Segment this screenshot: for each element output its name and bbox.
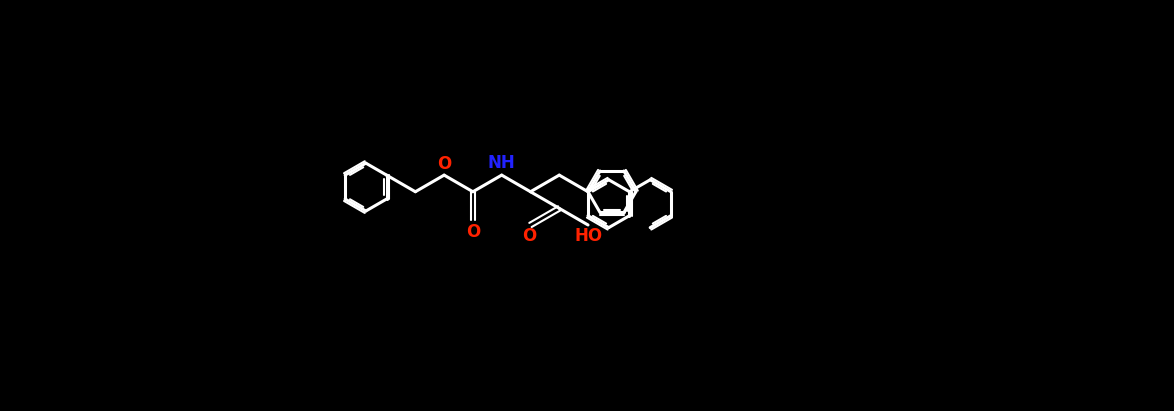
Text: HO: HO [575, 227, 603, 245]
Text: O: O [466, 223, 480, 241]
Text: O: O [522, 227, 537, 245]
Text: O: O [437, 155, 451, 173]
Text: NH: NH [488, 154, 515, 172]
